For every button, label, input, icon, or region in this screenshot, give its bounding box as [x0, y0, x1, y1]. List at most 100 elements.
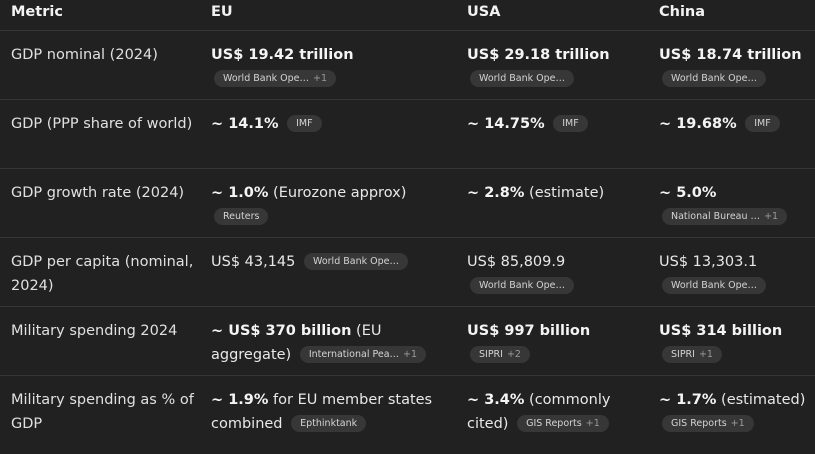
source-chip[interactable]: World Bank Ope… — [304, 253, 408, 270]
source-name: GIS Reports — [526, 418, 582, 429]
cell-value: US$ 43,145 — [211, 254, 296, 270]
china-cell: US$ 18.74 trillion World Bank Ope… — [648, 31, 815, 100]
usa-cell: ~ 14.75% IMF — [456, 100, 648, 169]
source-chip[interactable]: World Bank Ope… — [470, 70, 574, 87]
source-name: World Bank Ope… — [671, 280, 757, 291]
cell-value: 3.4% — [484, 392, 525, 408]
source-name: World Bank Ope… — [479, 73, 565, 84]
cell-value: 5.0% — [676, 185, 717, 201]
header-china: China — [648, 0, 815, 31]
china-cell: US$ 314 billion SIPRI +1 — [648, 307, 815, 376]
source-more: +1 — [403, 349, 418, 360]
china-cell: ~ 19.68% IMF — [648, 100, 815, 169]
eu-cell: ~ 14.1% IMF — [200, 100, 456, 169]
metric-label: GDP per capita (nominal, 2024) — [0, 238, 200, 307]
source-more: +1 — [764, 211, 779, 222]
cell-prefix: ~ — [467, 185, 485, 201]
source-more: +1 — [585, 418, 600, 429]
china-cell: ~ 1.7% (estimated) GIS Reports +1 — [648, 376, 815, 454]
usa-cell: ~ 3.4% (commonly cited) GIS Reports +1 — [456, 376, 648, 454]
header-eu: EU — [200, 0, 456, 31]
source-name: International Pea… — [308, 349, 400, 360]
metric-label: Military spending 2024 — [0, 307, 200, 376]
cell-suffix: (estimated) — [716, 392, 806, 408]
source-chip[interactable]: IMF — [287, 115, 322, 132]
china-cell: ~ 5.0% National Bureau … +1 — [648, 169, 815, 238]
cell-prefix: ~ — [659, 392, 677, 408]
header-metric: Metric — [0, 0, 200, 31]
eu-cell: ~ 1.9% for EU member states combined Ept… — [200, 376, 456, 454]
source-more: +2 — [506, 349, 521, 360]
source-chip[interactable]: IMF — [745, 115, 780, 132]
source-name: IMF — [562, 118, 579, 129]
eu-cell: US$ 19.42 trillion World Bank Ope… +1 — [200, 31, 456, 100]
metric-label: Military spending as % of GDP — [11, 392, 194, 432]
source-chip[interactable]: IMF — [553, 115, 588, 132]
source-more: +1 — [698, 349, 713, 360]
metric-label: GDP (PPP share of world) — [0, 100, 200, 169]
cell-prefix: ~ — [659, 116, 677, 132]
cell-value: US$ 314 billion — [659, 323, 783, 339]
source-name: World Bank Ope… — [313, 256, 399, 267]
source-chip[interactable]: World Bank Ope… — [662, 277, 766, 294]
cell-value: 14.1% — [228, 116, 279, 132]
cell-suffix: (EU aggregate) — [211, 323, 382, 363]
source-chip[interactable]: International Pea… +1 — [299, 346, 427, 363]
cell-prefix: ~ — [211, 116, 229, 132]
source-chip[interactable]: World Bank Ope… +1 — [214, 70, 336, 87]
source-name: World Bank Ope… — [479, 280, 565, 291]
cell-value: 1.0% — [228, 185, 269, 201]
source-chip[interactable]: SIPRI +1 — [662, 346, 722, 363]
source-more: +1 — [312, 73, 327, 84]
source-name: World Bank Ope… — [671, 73, 757, 84]
source-name: SIPRI — [671, 349, 695, 360]
source-chip[interactable]: World Bank Ope… — [470, 277, 574, 294]
source-chip[interactable]: World Bank Ope… — [662, 70, 766, 87]
source-chip[interactable]: Epthinktank — [291, 415, 367, 432]
usa-cell: US$ 997 billion SIPRI +2 — [456, 307, 648, 376]
usa-cell: US$ 85,809.9 World Bank Ope… — [456, 238, 648, 307]
source-chip[interactable]: GIS Reports +1 — [517, 415, 609, 432]
cell-prefix: ~ — [211, 323, 229, 339]
cell-prefix: ~ — [467, 116, 485, 132]
cell-value: 14.75% — [484, 116, 545, 132]
source-name: SIPRI — [479, 349, 503, 360]
metric-label: GDP nominal (2024) — [0, 31, 200, 100]
eu-cell: US$ 43,145 World Bank Ope… — [200, 238, 456, 307]
source-name: GIS Reports — [671, 418, 727, 429]
cell-value: US$ 85,809.9 — [467, 254, 566, 270]
usa-cell: US$ 29.18 trillion World Bank Ope… — [456, 31, 648, 100]
cell-suffix: for EU member states combined — [211, 392, 433, 432]
china-cell: US$ 13,303.1 World Bank Ope… — [648, 238, 815, 307]
cell-value: 2.8% — [484, 185, 525, 201]
cell-value: US$ 997 billion — [467, 323, 591, 339]
cell-value: US$ 370 billion — [228, 323, 352, 339]
source-name: IMF — [754, 118, 771, 129]
eu-cell: ~ US$ 370 billion (EU aggregate) Interna… — [200, 307, 456, 376]
cell-prefix: ~ — [211, 185, 229, 201]
source-name: World Bank Ope… — [223, 73, 309, 84]
source-chip[interactable]: National Bureau … +1 — [662, 208, 788, 225]
cell-prefix: ~ — [467, 392, 485, 408]
source-name: Reuters — [223, 211, 260, 222]
header-usa: USA — [456, 0, 648, 31]
cell-value: US$ 13,303.1 — [659, 254, 758, 270]
cell-value: US$ 18.74 trillion — [659, 47, 802, 63]
source-name: Epthinktank — [300, 418, 358, 429]
source-name: National Bureau … — [671, 211, 761, 222]
source-chip[interactable]: SIPRI +2 — [470, 346, 530, 363]
source-more: +1 — [730, 418, 745, 429]
eu-cell: ~ 1.0% (Eurozone approx) Reuters — [200, 169, 456, 238]
cell-suffix: (estimate) — [524, 185, 605, 201]
source-name: IMF — [296, 118, 313, 129]
cell-value: 1.9% — [228, 392, 269, 408]
usa-cell: ~ 2.8% (estimate) — [456, 169, 648, 238]
source-chip[interactable]: Reuters — [214, 208, 269, 225]
source-chip[interactable]: GIS Reports +1 — [662, 415, 754, 432]
cell-value: 1.7% — [676, 392, 717, 408]
cell-prefix: ~ — [211, 392, 229, 408]
cell-value: 19.68% — [676, 116, 737, 132]
cell-suffix: (Eurozone approx) — [268, 185, 407, 201]
metric-label: GDP growth rate (2024) — [0, 169, 200, 238]
